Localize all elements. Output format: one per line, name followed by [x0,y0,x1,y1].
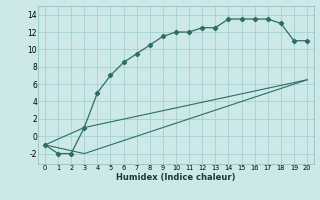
X-axis label: Humidex (Indice chaleur): Humidex (Indice chaleur) [116,173,236,182]
